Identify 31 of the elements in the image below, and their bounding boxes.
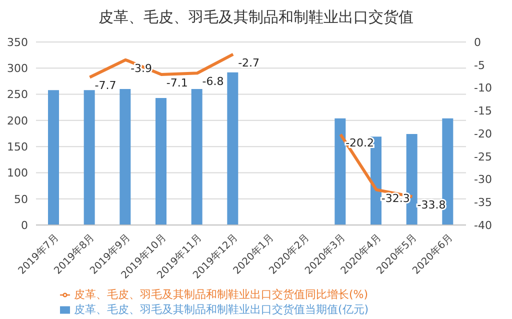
y-tick-label: 0	[21, 218, 28, 232]
y2-tick-label: -30	[474, 173, 492, 186]
chart-title: 皮革、毛皮、羽毛及其制品和制鞋业出口交货值	[98, 8, 414, 27]
y-tick-label: 50	[14, 192, 28, 206]
data-label: -2.7	[238, 56, 260, 70]
y-tick-label: 200	[7, 114, 28, 128]
y-tick-label: 350	[7, 36, 28, 49]
bar	[120, 89, 131, 225]
bar	[227, 72, 238, 225]
y-tick-label: 100	[7, 166, 28, 180]
y2-tick-label: -15	[474, 104, 492, 118]
y2-tick-label: -40	[474, 218, 492, 232]
y-tick-label: 250	[7, 88, 28, 102]
bar	[334, 118, 346, 225]
y2-tick-label: -10	[474, 82, 492, 95]
bar	[156, 98, 166, 225]
data-label: -6.8	[202, 75, 224, 88]
legend-label: 皮革、毛皮、羽毛及其制品和制鞋业出口交货值同比增长(%)	[74, 288, 368, 301]
y2-tick-label: -20	[474, 127, 492, 140]
data-label: -7.7	[94, 79, 116, 92]
y-tick-label: 150	[7, 140, 28, 154]
data-label: -7.1	[166, 76, 188, 90]
bar	[191, 89, 202, 225]
legend-label: 皮革、毛皮、羽毛及其制品和制鞋业出口交货值当期值(亿元)	[74, 303, 369, 316]
bar	[84, 90, 95, 225]
y2-tick-label: -25	[474, 150, 492, 164]
bar	[48, 90, 59, 225]
y2-tick-label: -5	[474, 58, 485, 72]
y2-tick-label: -35	[474, 196, 492, 210]
y-tick-label: 300	[7, 62, 28, 76]
y2-tick-label: 0	[474, 36, 481, 49]
